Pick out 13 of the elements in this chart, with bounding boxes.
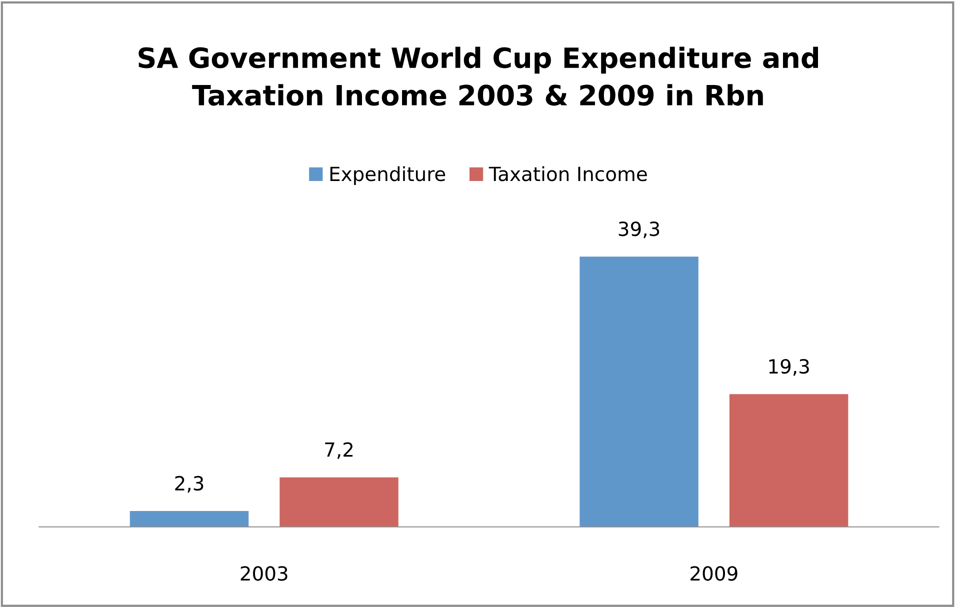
data-label: 2,3 xyxy=(175,476,204,493)
legend-label: Taxation Income xyxy=(488,166,647,182)
data-label: 7,2 xyxy=(325,442,353,459)
x-tick-label: 2003 xyxy=(240,566,288,581)
data-label: 19,3 xyxy=(769,359,809,376)
chart-title: SA Government World Cup Expenditure and Taxation Income 2003 & 2009 in Rbn xyxy=(138,46,818,106)
x-tick-label: 2009 xyxy=(690,566,738,581)
legend-label: Expenditure xyxy=(330,166,446,186)
data-label: 39,3 xyxy=(618,221,660,238)
bar xyxy=(729,394,848,527)
bar xyxy=(580,256,698,527)
bar xyxy=(280,477,398,527)
bar xyxy=(130,511,249,527)
